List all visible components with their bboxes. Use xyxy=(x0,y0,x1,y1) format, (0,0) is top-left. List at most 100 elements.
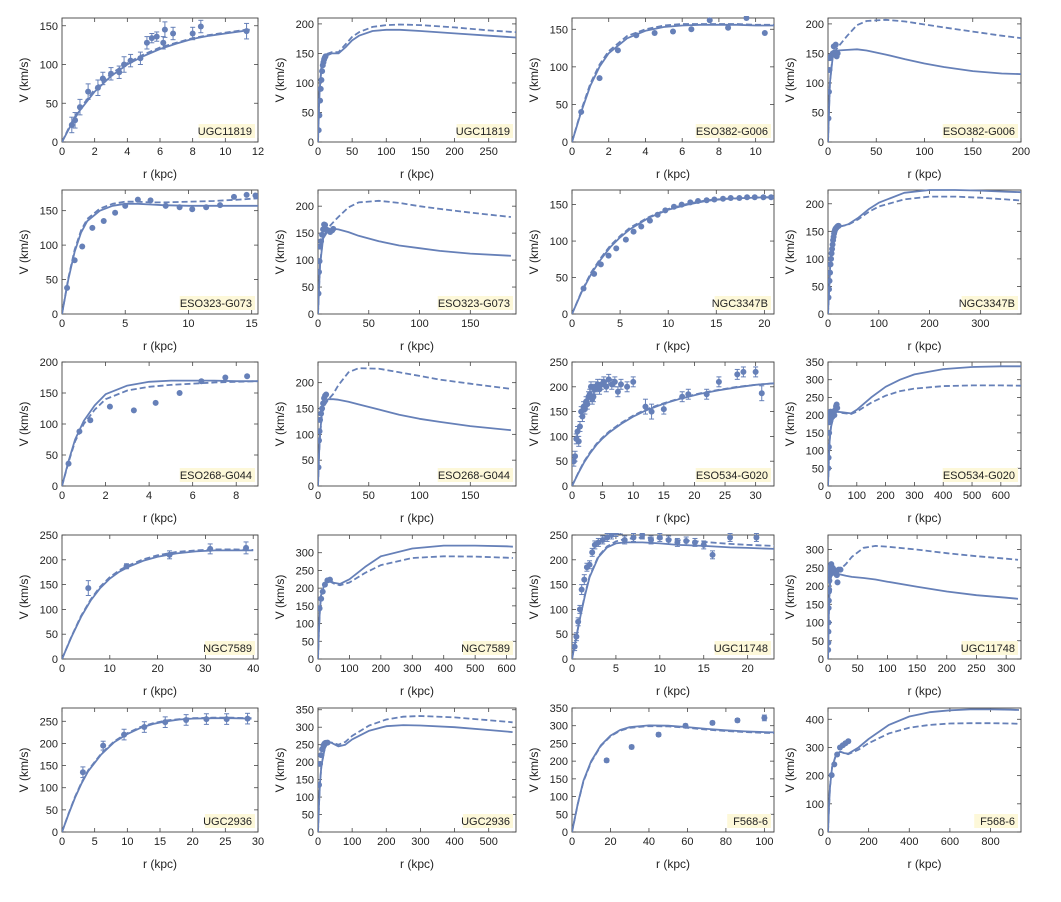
series-group xyxy=(62,191,258,314)
x-tick-label: 400 xyxy=(934,490,952,502)
y-tick-label: 0 xyxy=(52,309,58,321)
data-point xyxy=(744,194,751,201)
x-axis-label: r (kpc) xyxy=(908,511,942,525)
data-point xyxy=(244,715,251,722)
series-group xyxy=(62,712,252,832)
data-point xyxy=(100,742,107,749)
data-point xyxy=(318,760,324,767)
x-tick-label: 100 xyxy=(848,490,866,502)
series-group xyxy=(572,16,774,142)
galaxy-label-bg xyxy=(179,296,255,310)
x-tick-label: 250 xyxy=(967,663,985,675)
x-axis-label: r (kpc) xyxy=(400,684,434,698)
x-tick-label: 5 xyxy=(613,663,619,675)
y-tick-label: 350 xyxy=(806,357,824,369)
data-point xyxy=(244,373,251,380)
x-axis-label: r (kpc) xyxy=(908,167,942,181)
y-tick-label: 200 xyxy=(40,738,58,750)
y-tick-label: 200 xyxy=(806,581,824,593)
x-tick-label: 60 xyxy=(681,836,693,848)
x-tick-label: 5 xyxy=(617,318,623,330)
data-point xyxy=(243,28,250,35)
x-tick-label: 10 xyxy=(182,318,194,330)
data-point xyxy=(87,417,94,424)
data-point xyxy=(318,238,325,245)
x-tick-label: 25 xyxy=(719,490,731,502)
x-tick-label: 150 xyxy=(411,146,429,158)
x-tick-label: 6 xyxy=(190,490,196,502)
x-tick-label: 8 xyxy=(233,490,239,502)
y-tick-label: 0 xyxy=(308,827,314,839)
plot-frame xyxy=(571,707,775,833)
y-tick-label: 0 xyxy=(818,654,824,666)
y-tick-label: 50 xyxy=(302,636,314,648)
y-tick-label: 150 xyxy=(806,48,824,60)
data-point xyxy=(141,724,148,731)
data-point xyxy=(595,539,602,546)
panel-14: 0 100 200 300 400 500 600 0 50 100 150 200 250 300 r (… xyxy=(273,534,517,698)
data-point xyxy=(828,639,832,646)
data-point xyxy=(580,285,587,292)
data-point xyxy=(700,541,707,548)
data-point xyxy=(682,722,689,729)
x-tick-label: 20 xyxy=(187,836,199,848)
panel-19: 0 20 40 60 80 100 0 50 100 150 200 250 300 350 r (kpc)… xyxy=(527,703,775,871)
plot-frame xyxy=(571,189,775,315)
y-tick-label: 100 xyxy=(296,429,314,441)
y-axis-label: V (km/s) xyxy=(527,58,541,103)
y-tick-label: 200 xyxy=(296,201,314,213)
data-point xyxy=(252,192,258,199)
y-tick-label: 50 xyxy=(812,281,824,293)
y-tick-label: 150 xyxy=(296,775,314,787)
data-point xyxy=(318,77,325,83)
y-axis-label: V (km/s) xyxy=(17,575,31,620)
model-curve-dashed xyxy=(572,725,774,832)
data-point xyxy=(318,85,324,92)
data-point xyxy=(845,738,852,745)
y-tick-label: 50 xyxy=(556,99,568,111)
data-point xyxy=(324,739,331,746)
data-point xyxy=(831,412,838,419)
panel-8: 0 100 200 300 0 50 100 150 200 r (kpc) V (km/s) NGC… xyxy=(783,189,1022,353)
y-tick-label: 300 xyxy=(296,722,314,734)
y-tick-label: 150 xyxy=(40,206,58,218)
x-tick-label: 0 xyxy=(59,836,65,848)
data-point xyxy=(828,429,833,436)
galaxy-label-bg xyxy=(974,814,1018,828)
x-tick-label: 150 xyxy=(908,663,926,675)
data-point xyxy=(622,236,629,243)
panel-6: 0 50 100 150 0 50 100 150 200 r (kpc) V (km/s) ESO3… xyxy=(273,189,517,353)
y-axis-label: V (km/s) xyxy=(783,402,797,447)
x-tick-label: 20 xyxy=(151,663,163,675)
data-point xyxy=(678,201,685,208)
y-tick-label: 200 xyxy=(296,583,314,595)
x-tick-label: 5 xyxy=(122,318,128,330)
x-axis-label: r (kpc) xyxy=(908,684,942,698)
data-point xyxy=(660,406,667,413)
y-axis-label: V (km/s) xyxy=(527,748,541,793)
y-axis-label: V (km/s) xyxy=(783,748,797,793)
data-point xyxy=(121,61,128,68)
galaxy-label-bg xyxy=(961,296,1018,310)
x-axis-label: r (kpc) xyxy=(400,857,434,871)
data-point xyxy=(72,117,79,124)
data-point xyxy=(166,551,173,558)
x-tick-label: 400 xyxy=(445,836,463,848)
data-point xyxy=(68,121,75,128)
model-curve-dashed xyxy=(318,715,513,832)
panel-10: 0 50 100 150 0 50 100 150 200 r (kpc) V (km/s) ESO2… xyxy=(273,361,517,525)
y-tick-label: 150 xyxy=(40,761,58,773)
galaxy-label: UGC11748 xyxy=(961,643,1015,655)
y-tick-label: 0 xyxy=(308,137,314,149)
y-tick-label: 200 xyxy=(806,410,824,422)
data-point xyxy=(65,460,72,467)
data-point xyxy=(740,368,747,375)
galaxy-label: UGC11819 xyxy=(456,126,510,138)
data-point xyxy=(628,743,635,750)
model-curve-solid xyxy=(828,708,1020,832)
series-group xyxy=(572,533,774,659)
y-tick-label: 50 xyxy=(556,456,568,468)
data-point xyxy=(318,428,323,435)
data-point xyxy=(573,633,580,640)
x-tick-label: 20 xyxy=(758,318,770,330)
